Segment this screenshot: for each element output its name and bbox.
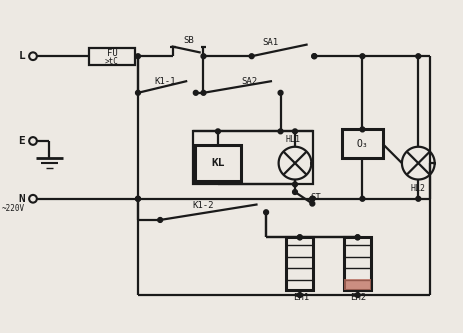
- Circle shape: [157, 217, 162, 222]
- Circle shape: [215, 129, 220, 134]
- Circle shape: [359, 196, 364, 201]
- Text: SA2: SA2: [241, 77, 257, 86]
- Text: EH1: EH1: [292, 293, 308, 302]
- Bar: [344, 237, 370, 290]
- Text: N: N: [19, 194, 25, 204]
- Circle shape: [309, 196, 314, 201]
- Text: ~220V: ~220V: [2, 204, 25, 213]
- Bar: [193, 131, 313, 184]
- Circle shape: [297, 235, 301, 240]
- Bar: [89, 48, 135, 65]
- Circle shape: [263, 210, 268, 215]
- Circle shape: [292, 182, 297, 187]
- Circle shape: [135, 196, 140, 201]
- Circle shape: [355, 293, 359, 297]
- Bar: [286, 237, 313, 290]
- Circle shape: [193, 90, 198, 95]
- Circle shape: [135, 54, 140, 59]
- Text: HL1: HL1: [285, 135, 300, 144]
- Circle shape: [277, 129, 282, 134]
- Text: HL2: HL2: [410, 184, 425, 193]
- Text: O₃: O₃: [356, 139, 368, 149]
- Circle shape: [309, 201, 314, 206]
- Circle shape: [135, 90, 140, 95]
- Bar: [342, 130, 382, 158]
- Circle shape: [359, 127, 364, 132]
- Text: SB: SB: [183, 36, 194, 45]
- Circle shape: [200, 54, 206, 59]
- Text: EH2: EH2: [350, 293, 366, 302]
- Text: K1-2: K1-2: [192, 201, 214, 210]
- Bar: [344, 279, 370, 290]
- Text: K1-1: K1-1: [154, 77, 175, 86]
- Circle shape: [311, 54, 316, 59]
- Circle shape: [297, 235, 301, 240]
- Text: KL: KL: [211, 158, 224, 168]
- Circle shape: [200, 90, 206, 95]
- Text: SA1: SA1: [263, 38, 278, 47]
- Circle shape: [415, 54, 420, 59]
- Circle shape: [415, 196, 420, 201]
- Text: ST: ST: [310, 193, 321, 202]
- Circle shape: [292, 189, 297, 194]
- Circle shape: [277, 90, 282, 95]
- Text: FU: FU: [106, 49, 117, 58]
- Circle shape: [292, 129, 297, 134]
- Circle shape: [311, 54, 316, 59]
- Circle shape: [297, 293, 301, 297]
- Text: E: E: [19, 136, 25, 146]
- Circle shape: [355, 235, 359, 240]
- Circle shape: [359, 54, 364, 59]
- Text: L: L: [19, 51, 25, 61]
- Circle shape: [249, 54, 254, 59]
- Circle shape: [355, 235, 359, 240]
- Bar: [194, 145, 241, 181]
- Text: >tC: >tC: [105, 57, 119, 66]
- Circle shape: [135, 196, 140, 201]
- Circle shape: [309, 196, 314, 201]
